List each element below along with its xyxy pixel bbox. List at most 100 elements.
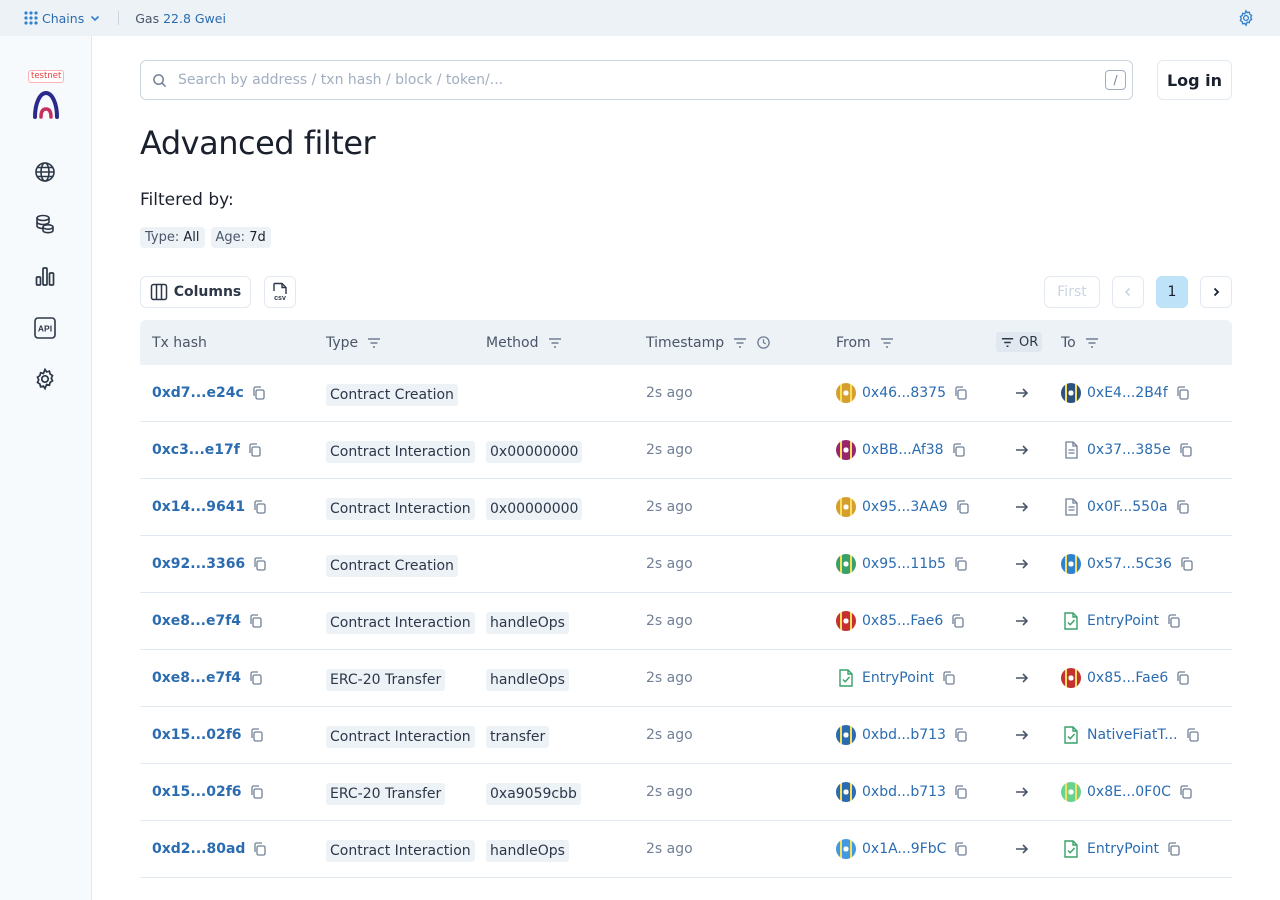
copy-icon[interactable] [1167,842,1181,856]
gas-price[interactable]: Gas 22.8 Gwei [135,11,226,26]
copy-icon[interactable] [1179,785,1193,799]
search-input[interactable]: Search by address / txn hash / block / t… [178,72,504,88]
sidebar-item-api[interactable]: API [33,316,57,340]
from-address-link[interactable]: 0x95...3AA9 [862,499,948,515]
chains-menu-button[interactable]: Chains [24,11,102,26]
from-address-link[interactable]: 0xbd...b713 [862,784,946,800]
filter-icon[interactable] [879,335,895,351]
filter-tag-type[interactable]: Type: All [140,227,205,248]
from-address-link[interactable]: 0x95...11b5 [862,556,946,572]
copy-icon[interactable] [249,614,263,628]
arrow-right-icon [1016,559,1029,569]
copy-icon[interactable] [1180,557,1194,571]
coins-icon [36,214,54,234]
arrow-right-icon [1016,730,1029,740]
bar-chart-icon [35,267,55,286]
tx-hash-link[interactable]: 0x15...02f6 [152,727,242,743]
first-page-button[interactable]: First [1044,276,1100,308]
columns-button[interactable]: Columns [140,276,251,308]
tx-hash-link[interactable]: 0xe8...e7f4 [152,670,242,686]
filter-icon[interactable] [547,335,563,351]
direction-cell [1014,422,1030,478]
sidebar-item-other[interactable] [33,367,57,391]
prev-page-button[interactable] [1112,276,1144,308]
to-address-link[interactable]: 0x8E...0F0C [1087,784,1171,800]
copy-icon[interactable] [1167,614,1181,628]
copy-icon[interactable] [1176,500,1190,514]
to-address-link[interactable]: 0x37...385e [1087,442,1171,458]
from-address-link[interactable]: 0x1A...9FbC [862,841,947,857]
copy-icon[interactable] [954,386,968,400]
copy-icon[interactable] [253,842,267,856]
copy-icon[interactable] [956,500,970,514]
tx-hash-link[interactable]: 0xd7...e24c [152,385,244,401]
to-address-link[interactable]: NativeFiatT... [1087,727,1178,743]
settings-gear-button[interactable] [1237,9,1255,30]
from-address-link[interactable]: 0x85...Fae6 [862,613,944,629]
from-address-link[interactable]: 0xbd...b713 [862,727,946,743]
from-cell: 0x46...8375 [836,365,968,421]
copy-icon[interactable] [253,500,267,514]
from-address-link[interactable]: 0x46...8375 [862,385,946,401]
clock-icon[interactable] [756,335,771,350]
tx-hash-link[interactable]: 0x14...9641 [152,499,246,515]
copy-icon[interactable] [252,386,266,400]
copy-icon[interactable] [253,557,267,571]
to-address-link[interactable]: 0x57...5C36 [1087,556,1172,572]
copy-icon[interactable] [1179,443,1193,457]
api-icon: API [34,317,56,339]
sidebar-item-charts-stats[interactable] [33,264,57,288]
copy-icon[interactable] [954,728,968,742]
filter-icon[interactable] [366,335,382,351]
table-row: 0x15...02f6 Contract Interaction transfer 2… [140,707,1232,764]
method-badge: transfer [486,726,550,748]
copy-icon[interactable] [1176,386,1190,400]
to-address-link[interactable]: 0x0F...550a [1087,499,1168,515]
method-badge: 0x00000000 [486,441,583,463]
copy-icon[interactable] [250,728,264,742]
arrow-right-icon [1016,844,1029,854]
sidebar-item-tokens[interactable] [33,212,57,236]
copy-icon[interactable] [249,671,263,685]
timestamp-cell: 2s ago [646,593,693,649]
current-page-button[interactable]: 1 [1156,276,1188,308]
copy-icon[interactable] [951,614,965,628]
filter-icon[interactable] [1084,335,1100,351]
copy-icon[interactable] [248,443,262,457]
next-page-button[interactable] [1200,276,1232,308]
copy-icon[interactable] [954,842,968,856]
tx-hash-link[interactable]: 0x92...3366 [152,556,246,572]
logo[interactable]: testnet [28,70,64,119]
copy-icon[interactable] [250,785,264,799]
tx-hash-link[interactable]: 0xe8...e7f4 [152,613,242,629]
address-relation-or-filter[interactable]: OR [996,332,1043,352]
filter-tag-age[interactable]: Age: 7d [210,227,271,248]
to-address-link[interactable]: 0xE4...2B4f [1087,385,1168,401]
to-address-link[interactable]: EntryPoint [1087,841,1160,857]
sidebar-item-blockchain[interactable] [33,160,57,184]
top-bar: Chains Gas 22.8 Gwei [0,0,1280,36]
from-address-link[interactable]: EntryPoint [862,670,935,686]
tx-hash-link[interactable]: 0x15...02f6 [152,784,242,800]
table-row: 0x14...9641 Contract Interaction 0x0000000… [140,479,1232,536]
copy-icon[interactable] [952,443,966,457]
to-address-link[interactable]: EntryPoint [1087,613,1160,629]
filter-icon[interactable] [732,335,748,351]
copy-icon[interactable] [954,557,968,571]
method-badge: handleOps [486,612,569,634]
csv-export-button[interactable]: csv [264,276,296,308]
tx-hash-link[interactable]: 0xd2...80ad [152,841,246,857]
table-header: Tx hash Type Method Timestamp From OR To [140,320,1232,365]
type-cell: Contract Interaction [326,593,475,649]
tx-hash-link[interactable]: 0xc3...e17f [152,442,240,458]
search-bar[interactable]: Search by address / txn hash / block / t… [140,60,1133,100]
copy-icon[interactable] [954,785,968,799]
to-address-link[interactable]: 0x85...Fae6 [1087,670,1169,686]
from-address-link[interactable]: 0xBB...Af38 [862,442,944,458]
from-cell: EntryPoint [836,650,956,706]
copy-icon[interactable] [1186,728,1200,742]
copy-icon[interactable] [1176,671,1190,685]
copy-icon[interactable] [942,671,956,685]
login-button[interactable]: Log in [1157,60,1232,100]
from-cell: 0xBB...Af38 [836,422,966,478]
